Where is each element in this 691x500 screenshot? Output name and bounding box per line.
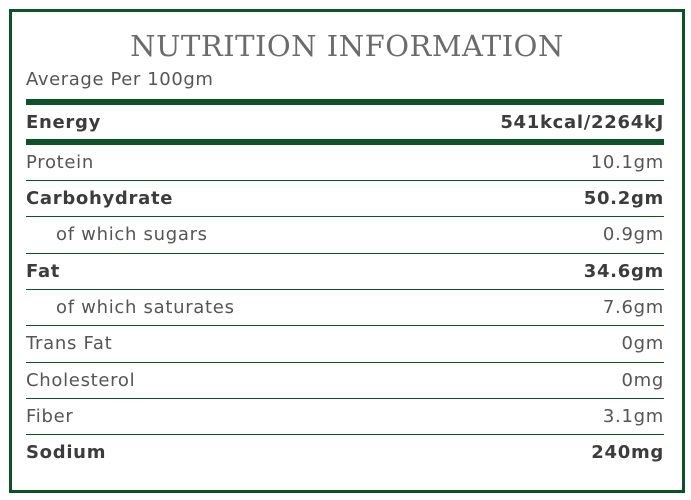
- energy-thick-divider: [26, 139, 664, 145]
- nutrient-row-sodium: Sodium 240mg: [26, 435, 664, 469]
- row-divider: [26, 216, 664, 217]
- nutrient-row-protein: Protein 10.1gm: [26, 145, 664, 179]
- nutrient-value: 0gm: [621, 332, 664, 354]
- top-thick-divider: [26, 99, 664, 105]
- nutrient-value: 0mg: [621, 369, 664, 391]
- nutrient-value: 240mg: [591, 441, 664, 463]
- nutrient-value: 0.9gm: [602, 223, 664, 245]
- nutrient-row-trans-fat: Trans Fat 0gm: [26, 326, 664, 360]
- nutrient-label: Sodium: [26, 441, 107, 463]
- nutrient-row-carbohydrate: Carbohydrate 50.2gm: [26, 181, 664, 215]
- nutrient-value: 34.6gm: [583, 260, 664, 282]
- nutrient-label: Energy: [26, 111, 102, 133]
- nutrient-value: 7.6gm: [602, 296, 664, 318]
- nutrient-label: Trans Fat: [26, 332, 113, 354]
- nutrient-row-cholesterol: Cholesterol 0mg: [26, 363, 664, 397]
- nutrient-row-fat: Fat 34.6gm: [26, 254, 664, 288]
- panel-title: NUTRITION INFORMATION: [130, 29, 564, 63]
- nutrient-row-sugars: of which sugars 0.9gm: [26, 217, 664, 251]
- nutrient-label: of which saturates: [56, 296, 235, 318]
- nutrient-value: 541kcal/2264kJ: [500, 111, 664, 133]
- nutrient-value: 50.2gm: [583, 187, 664, 209]
- serving-basis: Average Per 100gm: [26, 69, 214, 90]
- row-divider: [26, 398, 664, 399]
- row-divider: [26, 362, 664, 363]
- row-divider: [26, 289, 664, 290]
- nutrient-value: 3.1gm: [602, 405, 664, 427]
- nutrient-row-fiber: Fiber 3.1gm: [26, 399, 664, 433]
- nutrient-label: Carbohydrate: [26, 187, 174, 209]
- row-divider: [26, 253, 664, 254]
- row-divider: [26, 434, 664, 435]
- nutrient-label: Fiber: [26, 405, 74, 427]
- nutrient-label: Fat: [26, 260, 61, 282]
- nutrient-value: 10.1gm: [590, 151, 664, 173]
- nutrient-label: Protein: [26, 151, 94, 173]
- row-divider: [26, 325, 664, 326]
- nutrition-panel: NUTRITION INFORMATION Average Per 100gm …: [9, 9, 685, 493]
- row-divider: [26, 180, 664, 181]
- nutrient-row-saturates: of which saturates 7.6gm: [26, 290, 664, 324]
- nutrient-row-energy: Energy 541kcal/2264kJ: [26, 105, 664, 139]
- nutrient-label: of which sugars: [56, 223, 208, 245]
- nutrient-label: Cholesterol: [26, 369, 136, 391]
